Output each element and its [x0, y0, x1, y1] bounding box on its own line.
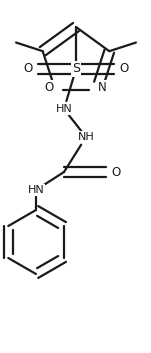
Text: O: O: [111, 166, 121, 179]
Text: N: N: [98, 81, 107, 94]
Text: HN: HN: [28, 185, 44, 195]
Text: S: S: [72, 62, 80, 76]
Text: O: O: [45, 81, 54, 94]
Text: NH: NH: [78, 132, 94, 142]
Text: O: O: [119, 62, 129, 76]
Text: O: O: [23, 62, 33, 76]
Text: HN: HN: [56, 104, 72, 114]
